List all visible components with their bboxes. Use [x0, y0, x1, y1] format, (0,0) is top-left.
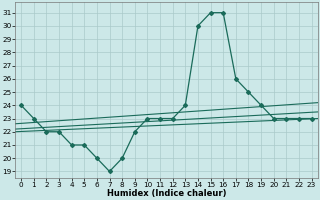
X-axis label: Humidex (Indice chaleur): Humidex (Indice chaleur) — [107, 189, 226, 198]
